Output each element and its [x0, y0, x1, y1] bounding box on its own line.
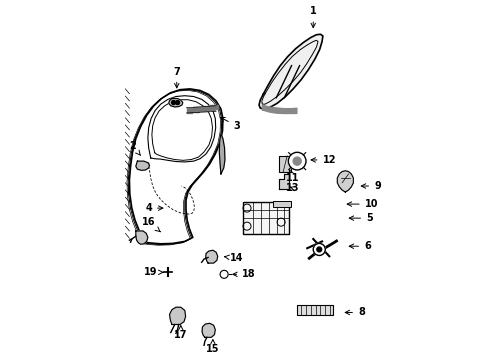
Circle shape	[220, 270, 228, 278]
Text: 6: 6	[349, 241, 371, 251]
Polygon shape	[220, 134, 225, 174]
Text: 11: 11	[287, 170, 300, 183]
Text: 19: 19	[144, 267, 163, 277]
Polygon shape	[337, 171, 353, 192]
Text: 7: 7	[173, 67, 180, 88]
Text: 18: 18	[233, 269, 256, 279]
Polygon shape	[206, 250, 218, 263]
Bar	[279, 156, 291, 172]
Polygon shape	[279, 174, 289, 189]
Text: 14: 14	[224, 253, 244, 263]
Text: 3: 3	[220, 117, 241, 131]
Circle shape	[288, 152, 306, 170]
Circle shape	[293, 157, 301, 165]
Bar	[273, 201, 291, 207]
Text: 12: 12	[311, 155, 336, 165]
Circle shape	[317, 247, 321, 252]
Circle shape	[313, 243, 325, 256]
Polygon shape	[202, 323, 215, 337]
Text: 4: 4	[146, 203, 163, 213]
Polygon shape	[170, 307, 186, 324]
Polygon shape	[136, 161, 149, 170]
Text: 8: 8	[345, 307, 365, 318]
Bar	[297, 305, 333, 315]
Polygon shape	[169, 99, 183, 107]
Polygon shape	[136, 231, 148, 244]
Bar	[243, 202, 289, 234]
Text: 16: 16	[142, 217, 160, 232]
Text: 17: 17	[174, 325, 188, 339]
Polygon shape	[259, 34, 323, 109]
Circle shape	[172, 100, 175, 104]
Text: 5: 5	[349, 213, 373, 223]
Text: 1: 1	[310, 6, 317, 28]
Text: 9: 9	[361, 181, 381, 191]
Text: 10: 10	[347, 199, 378, 209]
Text: 13: 13	[287, 183, 300, 193]
Text: 15: 15	[206, 339, 220, 354]
Circle shape	[175, 100, 179, 104]
Text: 2: 2	[129, 141, 141, 156]
